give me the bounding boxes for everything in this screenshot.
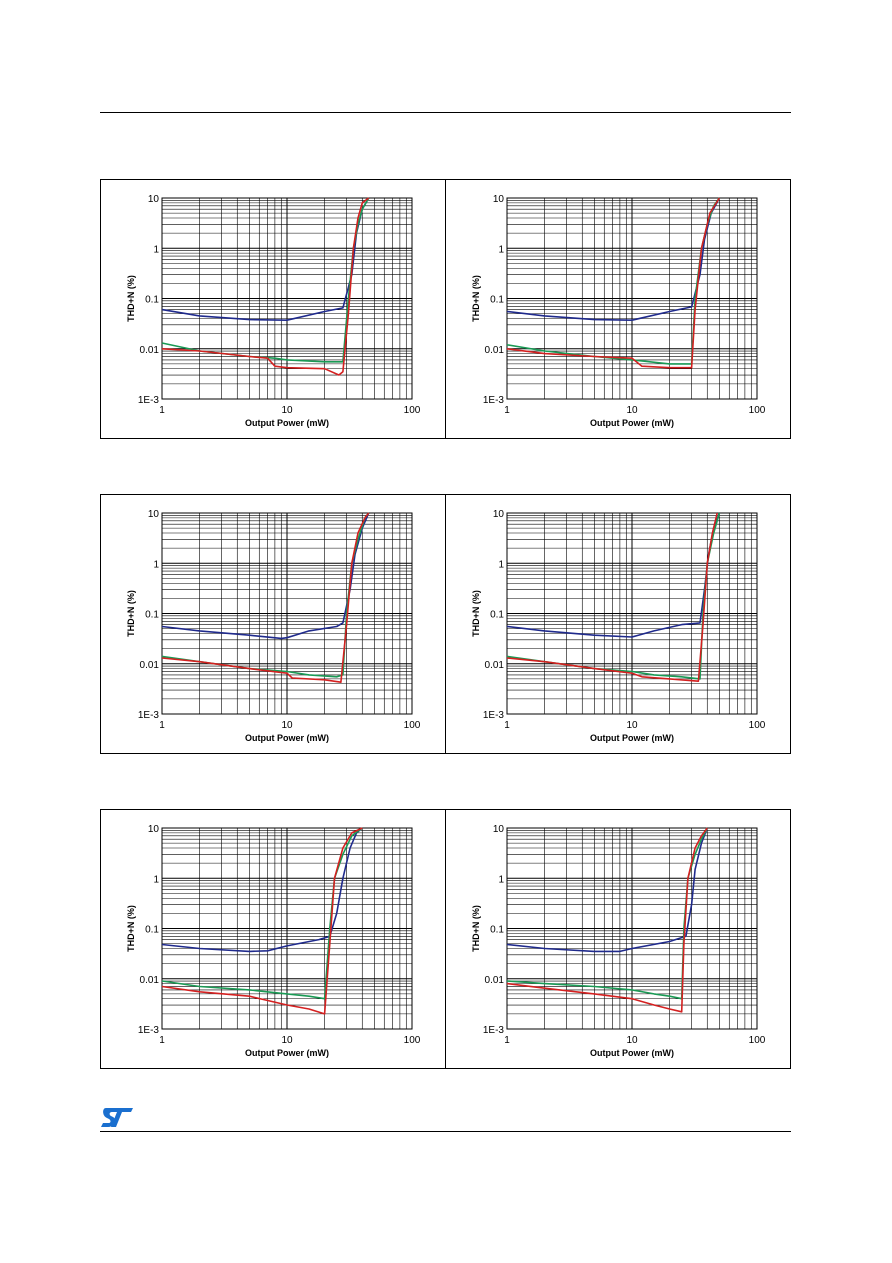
- thd-chart-2: 1 10 100 1E-3 0.01 0.1 1 10 Output Power (mW) THD…: [471, 194, 766, 428]
- y-tick-label: 1E-3: [138, 1025, 160, 1036]
- plot-frame: [506, 197, 758, 400]
- y-tick-label: 0.1: [145, 925, 159, 936]
- x-tick-label: 10: [281, 1035, 293, 1046]
- x-tick-label: 100: [749, 720, 766, 731]
- footer-rule: [100, 1131, 791, 1132]
- y-axis-title: THD+N (%): [126, 905, 136, 952]
- panel-divider: [445, 495, 446, 753]
- x-axis-title: Output Power (mW): [245, 1048, 329, 1058]
- x-axis-title: Output Power (mW): [245, 733, 329, 743]
- y-tick-label: 1E-3: [483, 395, 505, 406]
- x-axis-title: Output Power (mW): [590, 418, 674, 428]
- st-logo-icon: [101, 1108, 133, 1127]
- figure-panel-row-2: 1 10 100 1E-3 0.01 0.1 1 10 Output Power (mW) THD…: [100, 494, 791, 754]
- x-tick-label: 100: [404, 720, 421, 731]
- series-line: [506, 197, 721, 321]
- y-tick-label: 1E-3: [138, 710, 160, 721]
- x-tick-label: 100: [749, 405, 766, 416]
- y-tick-label: 10: [493, 824, 505, 835]
- x-tick-label: 100: [404, 405, 421, 416]
- figure-panel-row-3: 1 10 100 1E-3 0.01 0.1 1 10 Output Power (mW) THD…: [100, 809, 791, 1069]
- y-tick-label: 1: [498, 244, 504, 255]
- plot-frame: [161, 197, 413, 400]
- y-tick-label: 1: [153, 559, 159, 570]
- thd-chart-3: 1 10 100 1E-3 0.01 0.1 1 10 Output Power (mW) THD…: [126, 509, 421, 743]
- figure-panel-row-1: 1 10 100 1E-3 0.01 0.1 1 10 Output Power (mW) THD…: [100, 179, 791, 439]
- thd-chart-6: 1 10 100 1E-3 0.01 0.1 1 10 Output Power (mW) THD…: [471, 824, 766, 1058]
- x-tick-label: 1: [159, 720, 165, 731]
- y-tick-label: 10: [493, 509, 505, 520]
- series-line: [506, 197, 721, 369]
- y-tick-label: 0.01: [140, 660, 160, 671]
- x-tick-label: 10: [626, 405, 638, 416]
- y-tick-label: 0.01: [485, 975, 505, 986]
- y-tick-label: 1: [153, 874, 159, 885]
- series-line: [506, 827, 708, 1013]
- series-line: [161, 827, 363, 1015]
- y-tick-label: 10: [148, 509, 160, 520]
- thd-chart-4: 1 10 100 1E-3 0.01 0.1 1 10 Output Power (mW) THD…: [471, 509, 766, 743]
- y-tick-label: 1E-3: [138, 395, 160, 406]
- panel-divider: [445, 810, 446, 1068]
- plot-frame: [161, 827, 413, 1030]
- series-line: [506, 827, 709, 953]
- y-tick-label: 10: [493, 194, 505, 205]
- x-tick-label: 10: [626, 1035, 638, 1046]
- panel-divider: [445, 180, 446, 438]
- series-line: [161, 512, 370, 683]
- plot-frame: [506, 512, 758, 715]
- y-axis-title: THD+N (%): [126, 275, 136, 322]
- y-axis-title: THD+N (%): [126, 590, 136, 637]
- thd-chart-5: 1 10 100 1E-3 0.01 0.1 1 10 Output Power (mW) THD…: [126, 824, 421, 1058]
- x-tick-label: 100: [404, 1035, 421, 1046]
- thd-chart-1: 1 10 100 1E-3 0.01 0.1 1 10 Output Power (mW) THD…: [126, 194, 421, 428]
- series-line: [161, 827, 363, 953]
- y-tick-label: 1E-3: [483, 1025, 505, 1036]
- x-tick-label: 1: [504, 1035, 510, 1046]
- y-tick-label: 0.01: [140, 345, 160, 356]
- y-tick-label: 0.1: [145, 295, 159, 306]
- x-axis-title: Output Power (mW): [590, 1048, 674, 1058]
- x-tick-label: 10: [281, 720, 293, 731]
- y-tick-label: 1: [153, 244, 159, 255]
- y-tick-label: 1E-3: [483, 710, 505, 721]
- series-line: [161, 512, 370, 640]
- y-tick-label: 0.1: [490, 925, 504, 936]
- y-tick-label: 0.01: [485, 660, 505, 671]
- x-tick-label: 1: [159, 405, 165, 416]
- header-rule: [100, 112, 791, 113]
- y-tick-label: 0.1: [490, 610, 504, 621]
- x-tick-label: 1: [504, 720, 510, 731]
- series-line: [161, 197, 370, 376]
- y-tick-label: 1: [498, 559, 504, 570]
- y-axis-title: THD+N (%): [471, 275, 481, 322]
- x-tick-label: 1: [159, 1035, 165, 1046]
- series-line: [161, 827, 363, 1000]
- x-axis-title: Output Power (mW): [245, 418, 329, 428]
- x-tick-label: 1: [504, 405, 510, 416]
- x-tick-label: 10: [626, 720, 638, 731]
- y-tick-label: 1: [498, 874, 504, 885]
- y-tick-label: 0.1: [490, 295, 504, 306]
- x-axis-title: Output Power (mW): [590, 733, 674, 743]
- plot-frame: [161, 512, 413, 715]
- y-tick-label: 0.1: [145, 610, 159, 621]
- series-line: [506, 512, 718, 682]
- series-line: [506, 827, 709, 1000]
- plot-frame: [506, 827, 758, 1030]
- y-tick-label: 10: [148, 194, 160, 205]
- y-tick-label: 0.01: [485, 345, 505, 356]
- y-axis-title: THD+N (%): [471, 905, 481, 952]
- x-tick-label: 10: [281, 405, 293, 416]
- y-tick-label: 0.01: [140, 975, 160, 986]
- x-tick-label: 100: [749, 1035, 766, 1046]
- y-tick-label: 10: [148, 824, 160, 835]
- y-axis-title: THD+N (%): [471, 590, 481, 637]
